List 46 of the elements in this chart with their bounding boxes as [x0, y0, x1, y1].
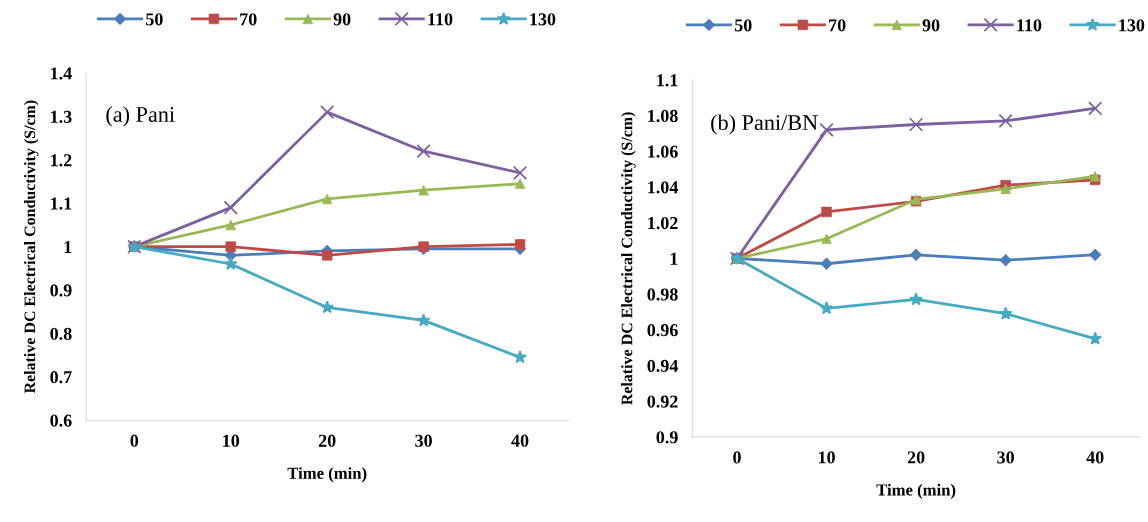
x-tick-label: 30	[415, 434, 432, 447]
x-axis-title: Time (min)	[876, 483, 956, 499]
y-tick-label: 1	[64, 240, 72, 253]
y-tick-label: 0.7	[50, 371, 72, 384]
y-tick-label: 0.6	[50, 414, 72, 427]
y-tick-label: 1.1	[657, 74, 678, 87]
x-tick-label: 40	[511, 434, 529, 447]
y-tick-label: 1.04	[648, 181, 679, 194]
y-tick-label: 0.8	[50, 327, 72, 340]
annotation: (b) Pani/BN	[711, 114, 818, 135]
y-tick-label: 0.98	[647, 288, 678, 301]
legend-label: 130	[1119, 19, 1145, 32]
x-tick-label: 40	[1086, 451, 1104, 464]
y-tick-label: 1.2	[51, 154, 72, 167]
y-tick-label: 0.94	[647, 359, 679, 373]
legend-label: 70	[829, 19, 846, 32]
legend-label: 90	[333, 13, 351, 26]
x-tick-label: 10	[818, 451, 835, 464]
x-tick-label: 20	[318, 434, 336, 447]
y-tick-label: 0.96	[647, 324, 678, 337]
y-tick-label: 1.4	[51, 67, 72, 80]
y-axis-title: Relative DC Electrical Conductivity (S/cm)	[24, 100, 39, 394]
y-tick-label: 1.1	[51, 197, 72, 210]
y-axis-title: Relative DC Electrical Conductivity (S/cm)	[621, 112, 636, 405]
legend-label: 130	[530, 13, 556, 26]
x-tick-label: 0	[130, 434, 139, 447]
x-axis-title: Time (min)	[287, 467, 367, 483]
x-tick-label: 30	[997, 451, 1014, 464]
y-tick-label: 0.92	[647, 395, 678, 408]
legend-label: 50	[146, 13, 163, 26]
legend-label: 90	[922, 19, 940, 32]
x-tick-label: 20	[907, 451, 925, 464]
legend-label: 110	[428, 13, 453, 26]
y-tick-label: 0.9	[50, 284, 72, 297]
legend-label: 50	[734, 19, 752, 32]
x-tick-label: 0	[733, 451, 741, 464]
y-tick-label: 1.06	[648, 145, 678, 158]
y-tick-label: 1.3	[51, 110, 72, 123]
y-tick-label: 1	[670, 252, 678, 265]
annotation: (a) Pani	[106, 106, 175, 127]
y-tick-label: 1.08	[648, 109, 678, 123]
legend-label: 110	[1017, 19, 1042, 32]
x-tick-label: 10	[223, 434, 240, 447]
y-tick-label: 0.9	[656, 431, 678, 444]
y-tick-label: 1.02	[648, 216, 678, 230]
legend-label: 70	[240, 13, 257, 26]
